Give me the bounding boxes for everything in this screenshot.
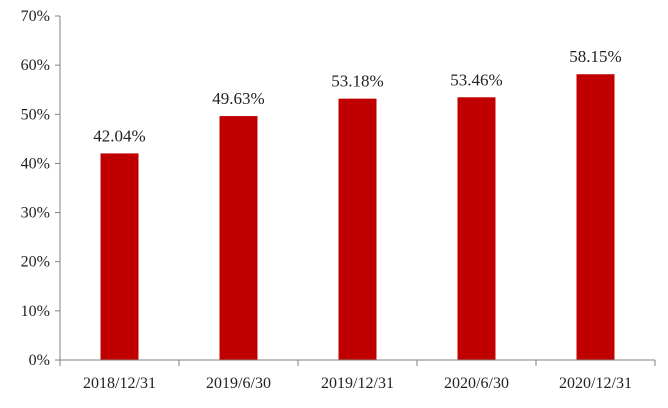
- y-tick-label: 40%: [21, 155, 50, 172]
- y-tick-label: 50%: [21, 106, 50, 123]
- y-tick-label: 10%: [21, 303, 50, 320]
- x-tick-label: 2019/6/30: [206, 375, 271, 392]
- x-tick-label: 2018/12/31: [83, 375, 156, 392]
- bar: [338, 98, 377, 360]
- y-tick-label: 0%: [29, 352, 50, 369]
- bar: [100, 153, 139, 360]
- y-tick-label: 60%: [21, 57, 50, 74]
- bar: [457, 97, 496, 360]
- data-label: 49.63%: [212, 89, 264, 108]
- bars: 42.04% 49.63% 53.18% 53.46% 58.15%: [93, 47, 622, 360]
- y-axis: 0% 10% 20% 30% 40% 50% 60% 70%: [21, 8, 61, 369]
- data-label: 53.46%: [450, 70, 502, 89]
- x-tick-label: 2020/12/31: [559, 375, 632, 392]
- bar: [219, 116, 258, 360]
- bar: [576, 74, 615, 360]
- y-tick-label: 70%: [21, 8, 50, 25]
- x-tick-label: 2020/6/30: [444, 375, 509, 392]
- data-label: 42.04%: [93, 126, 145, 145]
- y-tick-label: 30%: [21, 205, 50, 222]
- y-tick-label: 20%: [21, 254, 50, 271]
- data-label: 53.18%: [331, 72, 383, 91]
- data-label: 58.15%: [569, 47, 621, 66]
- x-axis: 2018/12/31 2019/6/30 2019/12/31 2020/6/30 20…: [59, 359, 656, 392]
- x-tick-label: 2019/12/31: [321, 375, 394, 392]
